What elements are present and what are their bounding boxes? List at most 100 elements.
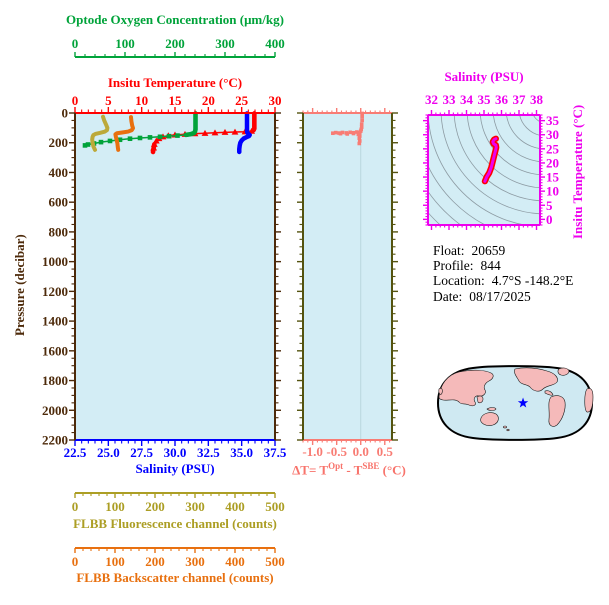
svg-text:2200: 2200 (42, 433, 68, 448)
svg-text:100: 100 (105, 554, 125, 569)
svg-text:500: 500 (265, 554, 285, 569)
svg-text:34: 34 (460, 92, 474, 107)
map-new-guinea (486, 407, 497, 411)
svg-text:200: 200 (165, 36, 185, 51)
svg-text:2000: 2000 (42, 403, 68, 418)
map-greenland (557, 367, 570, 376)
profile-number-value: 844 (480, 258, 501, 274)
svg-text:1800: 1800 (42, 373, 68, 388)
svg-text:15: 15 (169, 93, 183, 108)
map-europe-sliver-left (438, 388, 443, 395)
svg-text:10: 10 (135, 93, 148, 108)
svg-text:300: 300 (215, 36, 235, 51)
svg-text:100: 100 (105, 499, 125, 514)
svg-text:10: 10 (546, 184, 559, 199)
ts-salinity-axis-title: Salinity (PSU) (444, 69, 524, 84)
svg-text:32: 32 (425, 92, 438, 107)
svg-text:32.5: 32.5 (197, 445, 220, 460)
svg-text:37.5: 37.5 (264, 445, 287, 460)
svg-text:400: 400 (225, 554, 245, 569)
svg-text:0: 0 (72, 36, 79, 51)
delta-t-title-sup2: SBE (362, 461, 380, 471)
svg-text:20: 20 (546, 155, 559, 170)
svg-text:1600: 1600 (42, 343, 68, 358)
svg-text:400: 400 (265, 36, 285, 51)
backscatter-axis-title: FLBB Backscatter channel (counts) (76, 570, 274, 585)
svg-text:0: 0 (546, 212, 553, 227)
delta-t-axis-title: ΔT= TOpt - TSBE (°C) (278, 461, 420, 478)
svg-text:100: 100 (115, 36, 135, 51)
svg-text:35: 35 (478, 92, 492, 107)
svg-text:0: 0 (62, 106, 69, 121)
map-new-zealand (503, 425, 507, 429)
svg-text:0.0: 0.0 (353, 444, 369, 459)
delta-t-title-mid: - T (343, 462, 363, 478)
svg-text:800: 800 (49, 224, 69, 239)
svg-text:25: 25 (546, 141, 560, 156)
svg-text:36: 36 (495, 92, 509, 107)
main-panel-axes: 0 5 10 15 20 25 30 22.5 25.0 27.5 30.0 32.5 35.0 37.5… (42, 93, 287, 460)
svg-text:0: 0 (72, 499, 79, 514)
delta-t-title-post: (°C) (379, 462, 406, 478)
map-australia (480, 412, 499, 426)
float-location-star (517, 397, 529, 408)
svg-text:30: 30 (546, 127, 559, 142)
date-row: Date: 08/17/2025 (433, 289, 573, 304)
svg-text:27.5: 27.5 (130, 445, 153, 460)
svg-text:25: 25 (235, 93, 249, 108)
svg-text:0: 0 (72, 93, 79, 108)
svg-text:37: 37 (513, 92, 527, 107)
map-se-asia (476, 395, 484, 404)
fluorescence-axis-title: FLBB Fluorescence channel (counts) (73, 516, 277, 531)
svg-text:1400: 1400 (42, 314, 68, 329)
date-value: 08/17/2025 (469, 288, 531, 304)
date-label: Date: (433, 288, 463, 304)
world-map (436, 365, 594, 441)
location-label: Location: (433, 273, 485, 289)
svg-text:400: 400 (49, 165, 69, 180)
profile-curves (82, 111, 257, 155)
svg-text:200: 200 (49, 135, 69, 150)
svg-text:25.0: 25.0 (97, 445, 120, 460)
svg-text:400: 400 (225, 499, 245, 514)
delta-t-points (331, 111, 364, 146)
svg-text:0.5: 0.5 (377, 444, 394, 459)
svg-text:300: 300 (185, 554, 205, 569)
float-id-label: Float: (433, 243, 465, 258)
map-island (506, 428, 510, 432)
float-info-block: Float: 20659 Profile: 844 Location: 4.7°S -… (433, 243, 573, 304)
ts-curve (481, 135, 500, 185)
svg-text:5: 5 (546, 198, 553, 213)
svg-text:20: 20 (202, 93, 215, 108)
svg-text:200: 200 (145, 554, 165, 569)
svg-text:30: 30 (269, 93, 282, 108)
map-continents (438, 367, 594, 432)
svg-text:-1.0: -1.0 (302, 444, 323, 459)
delta-t-panel-axes: -1.0 -0.5 0.0 0.5 (297, 108, 398, 459)
svg-text:15: 15 (546, 170, 560, 185)
svg-text:1200: 1200 (42, 284, 68, 299)
fluorescence-axis: 0 100 200 300 400 500 (72, 492, 285, 514)
svg-text:600: 600 (49, 195, 69, 210)
svg-text:300: 300 (185, 499, 205, 514)
profile-number-row: Profile: 844 (433, 258, 573, 273)
svg-text:200: 200 (145, 499, 165, 514)
temperature-axis-title: Insitu Temperature (°C) (107, 75, 243, 90)
location-value: 4.7°S -148.2°E (491, 273, 574, 289)
pressure-axis-title: Pressure (decibar) (12, 234, 27, 336)
svg-text:5: 5 (105, 93, 112, 108)
location-row: Location: 4.7°S -148.2°E (433, 273, 573, 288)
svg-text:1000: 1000 (42, 254, 68, 269)
svg-text:38: 38 (530, 92, 544, 107)
backscatter-axis: 0 100 200 300 400 500 (72, 547, 285, 569)
svg-text:35.0: 35.0 (230, 445, 253, 460)
salinity-axis-title: Salinity (PSU) (135, 461, 215, 476)
svg-text:30.0: 30.0 (164, 445, 187, 460)
svg-text:0: 0 (72, 554, 79, 569)
map-africa-sliver-right (584, 388, 594, 413)
float-id-row: Float: 20659 (433, 243, 573, 258)
svg-text:22.5: 22.5 (64, 445, 87, 460)
